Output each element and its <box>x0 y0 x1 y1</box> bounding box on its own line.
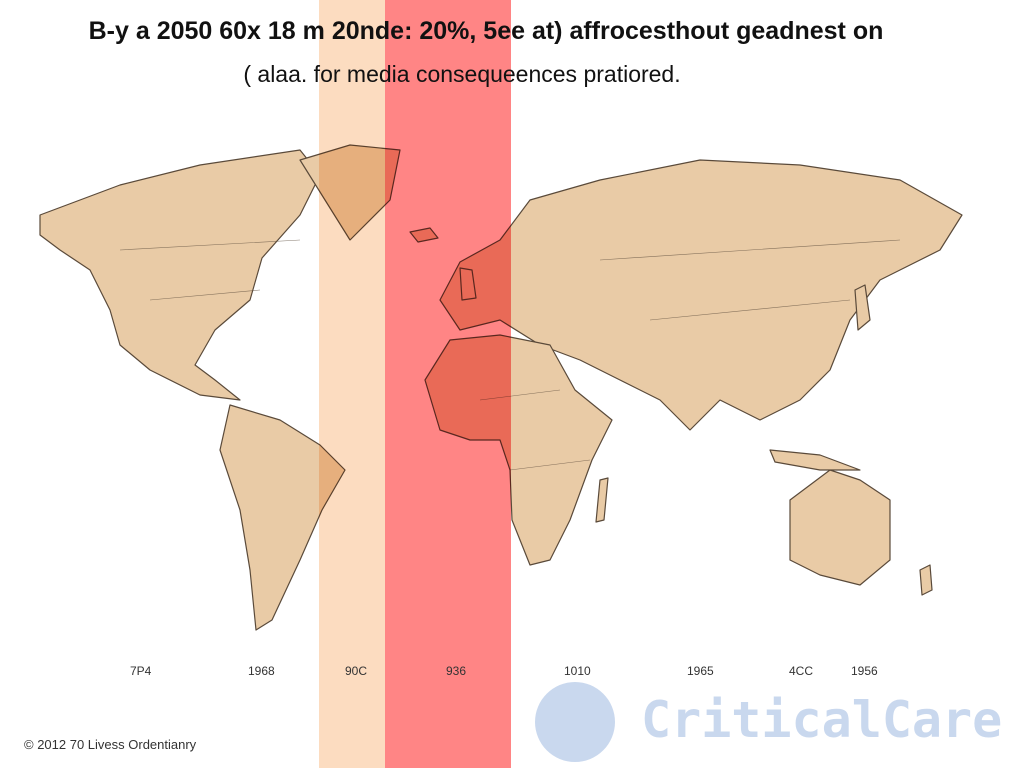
criticalcare-logo: CriticalCare <box>535 680 1024 764</box>
year-label: 936 <box>446 664 467 678</box>
logo-text: CriticalCare <box>641 691 1003 749</box>
year-label: 7P4 <box>130 664 152 678</box>
australia <box>789 469 891 586</box>
title-line-1: B-y a 2050 60x 18 m 20nde: 20%, 5ee at) … <box>88 17 884 45</box>
title-line-2: ( alaa. for media consequeences pratiore… <box>243 61 681 87</box>
highlight-band-light <box>319 0 385 768</box>
country-borders <box>119 239 901 471</box>
madagascar <box>595 477 609 523</box>
year-label: 1965 <box>687 664 714 678</box>
year-label: 4CC <box>789 664 814 678</box>
eurasia <box>439 159 963 431</box>
south-america <box>219 404 346 631</box>
hands-heart-icon <box>535 682 615 762</box>
year-label: 90C <box>345 664 368 678</box>
new-zealand <box>919 564 933 596</box>
year-label: 1968 <box>248 664 275 678</box>
japan <box>854 284 871 331</box>
year-label: 1010 <box>564 664 591 678</box>
year-label: 1956 <box>851 664 878 678</box>
highlight-band-red <box>385 0 511 768</box>
indonesia <box>769 449 861 471</box>
north-america <box>39 149 321 401</box>
copyright-text: © 2012 70 Livess Ordentianry <box>24 737 197 752</box>
